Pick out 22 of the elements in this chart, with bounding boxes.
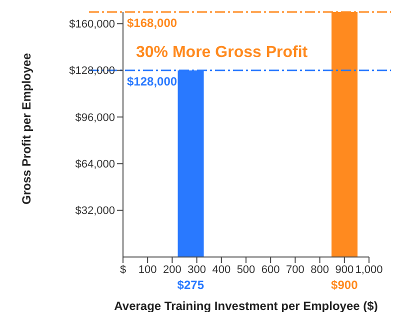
y-tick-label: $96,000 bbox=[75, 112, 115, 124]
annotation: $275 bbox=[177, 278, 204, 292]
y-tick-label: $128,000 bbox=[69, 65, 115, 78]
annotation: 30% More Gross Profit bbox=[136, 44, 308, 62]
x-tick-label: 500 bbox=[236, 264, 256, 276]
x-tick-label: 1,000 bbox=[355, 264, 383, 276]
x-tick-label: 300 bbox=[188, 264, 206, 276]
x-tick-label: 700 bbox=[286, 264, 304, 276]
y-tick-label: $64,000 bbox=[75, 158, 115, 171]
y-tick-label: $160,000 bbox=[69, 18, 115, 31]
ref-line-label: $168,000 bbox=[127, 16, 178, 30]
x-tick-label: $ bbox=[120, 264, 126, 276]
x-tick-label: 800 bbox=[310, 264, 329, 276]
annotation: $900 bbox=[331, 278, 358, 292]
x-tick-label: 600 bbox=[261, 264, 280, 276]
y-tick-label: $32,000 bbox=[75, 205, 115, 218]
y-axis-title: Gross Profit per Employee bbox=[19, 52, 34, 204]
ref-line-label: $128,000 bbox=[127, 74, 178, 88]
x-tick-label: 900 bbox=[335, 264, 354, 276]
x-tick-label: 100 bbox=[138, 264, 157, 276]
x-tick-label: 200 bbox=[163, 264, 182, 276]
x-tick-label: 400 bbox=[212, 264, 231, 276]
